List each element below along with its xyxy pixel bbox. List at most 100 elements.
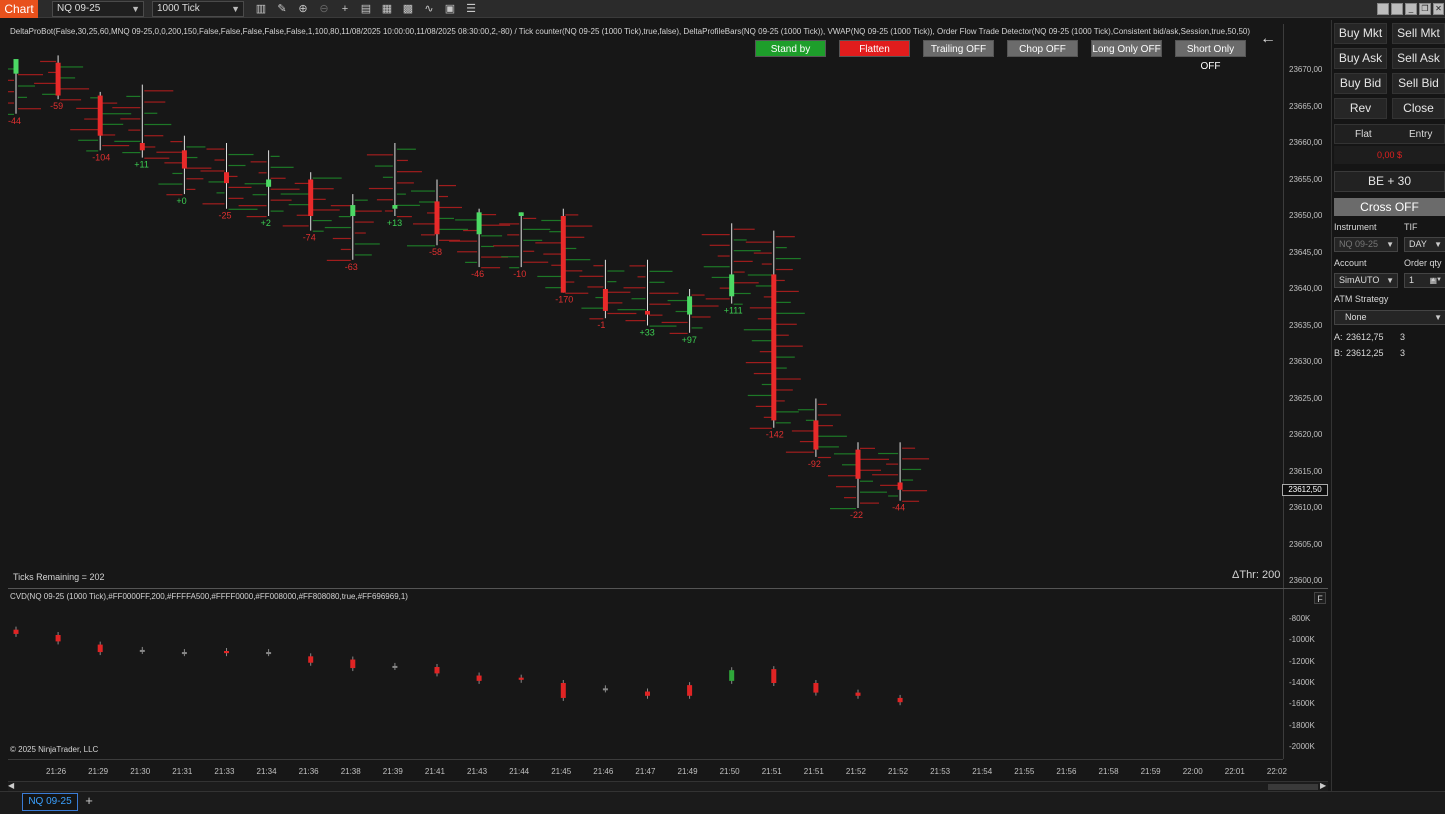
- be-button[interactable]: BE + 30: [1334, 171, 1445, 192]
- delta-label: -170: [555, 295, 573, 305]
- time-axis[interactable]: 21:26 21:29 21:30 21:31 21:33 21:34 21:36 21:38…: [8, 759, 1287, 781]
- profile-bar: [551, 264, 562, 266]
- profile-bar: [326, 259, 351, 261]
- cvd-panel[interactable]: CVD(NQ 09-25 (1000 Tick),#FF0000FF,200,#…: [8, 589, 1283, 759]
- profile-bar: [902, 468, 922, 471]
- cvd-bar: [771, 669, 777, 683]
- cvd-axis[interactable]: -800K -1000K -1200K -1400K -1600K -1800K -2000…: [1283, 589, 1328, 759]
- close-button[interactable]: Close: [1392, 98, 1445, 119]
- profile-bar: [120, 118, 141, 120]
- price-axis[interactable]: 23670,00 23665,00 23660,00 23655,00 23650,00…: [1282, 24, 1328, 588]
- data-box-icon[interactable]: ▦: [381, 3, 393, 15]
- scroll-thumb[interactable]: [1268, 784, 1318, 790]
- restore-icon[interactable]: ❐: [1419, 3, 1431, 15]
- profile-bar: [691, 327, 703, 329]
- strategy-button-1[interactable]: Flatten: [839, 40, 910, 57]
- account-select[interactable]: SimAUTO ▼: [1334, 273, 1398, 288]
- interval-select[interactable]: 1000 Tick ▼: [152, 1, 244, 17]
- minimize-icon[interactable]: _: [1405, 3, 1417, 15]
- price-panel[interactable]: DeltaProBot(False,30,25,60,MNQ 09-25,0,0…: [8, 24, 1283, 588]
- candle-body: [518, 212, 524, 216]
- profile-bar: [805, 419, 814, 421]
- atm-select[interactable]: None ▼: [1334, 310, 1445, 325]
- horizontal-scrollbar[interactable]: ◀ ▶: [8, 781, 1328, 791]
- profile-bar: [202, 203, 225, 205]
- delta-label: -104: [92, 152, 110, 162]
- profile-bar: [206, 148, 225, 150]
- cvd-collapse-button[interactable]: F: [1314, 592, 1326, 604]
- arrow-left-icon[interactable]: ←: [1260, 30, 1276, 47]
- time-tick-label: 21:30: [130, 767, 151, 776]
- tif-select[interactable]: DAY ▼: [1404, 237, 1445, 252]
- buy-bid-button[interactable]: Buy Bid: [1334, 73, 1387, 94]
- profile-bar: [565, 247, 577, 250]
- scroll-left-icon[interactable]: ◀: [8, 781, 15, 790]
- strategy-button-4[interactable]: Long Only OFF: [1091, 40, 1162, 57]
- zoom-in-icon[interactable]: ⊕: [298, 3, 308, 15]
- cvd-bar: [645, 691, 650, 696]
- crosshair-icon[interactable]: +: [341, 3, 349, 15]
- quantity-stepper[interactable]: 1 ▦ ▲▼: [1404, 273, 1445, 288]
- instrument-select[interactable]: NQ 09-25 ▼: [52, 1, 144, 17]
- candle-body: [855, 449, 861, 479]
- rev-button[interactable]: Rev: [1334, 98, 1387, 119]
- profile-bar: [439, 195, 448, 198]
- cross-button[interactable]: Cross OFF: [1334, 198, 1445, 216]
- delta-label: -63: [345, 262, 358, 272]
- flat-label: Flat: [1355, 129, 1372, 140]
- bars-type-icon[interactable]: ▥: [255, 3, 267, 15]
- buy-mkt-button[interactable]: Buy Mkt: [1334, 23, 1387, 44]
- profile-bar: [481, 256, 509, 258]
- tile-vertical-icon[interactable]: [1391, 3, 1403, 15]
- profile-bar: [565, 281, 575, 283]
- profile-bar: [775, 411, 799, 413]
- time-tick-label: 21:56: [1056, 767, 1077, 776]
- stepper-icon[interactable]: ▲▼: [1430, 277, 1442, 283]
- profile-bar: [775, 247, 787, 249]
- sell-mkt-button[interactable]: Sell Mkt: [1392, 23, 1445, 44]
- zoom-out-icon[interactable]: ⊖: [319, 3, 329, 15]
- calculator-icon[interactable]: ▦: [1429, 276, 1437, 285]
- profile-bar: [637, 276, 646, 278]
- chart-tab[interactable]: Chart: [0, 0, 38, 18]
- tab-nq-09-25[interactable]: NQ 09-25: [22, 793, 78, 811]
- profile-bar: [42, 93, 57, 95]
- profile-bar: [76, 107, 99, 110]
- trader-instrument-select[interactable]: NQ 09-25 ▼: [1334, 237, 1398, 252]
- indicators-icon[interactable]: ▩: [402, 3, 414, 15]
- strategy-button-2[interactable]: Trailing OFF: [923, 40, 994, 57]
- candle-body: [266, 179, 272, 187]
- add-tab-button[interactable]: +: [85, 793, 93, 808]
- properties-icon[interactable]: ▤: [360, 3, 372, 15]
- sell-bid-button[interactable]: Sell Bid: [1392, 73, 1445, 94]
- cvd-bar: [687, 685, 693, 696]
- profile-bar: [595, 296, 604, 299]
- candle-body: [139, 143, 145, 151]
- price-tick-label: 23620,00: [1289, 430, 1323, 439]
- strategies-icon[interactable]: ∿: [424, 3, 434, 15]
- cvd-tick-label: -1200K: [1289, 656, 1315, 666]
- profile-bar: [449, 240, 478, 242]
- pencil-icon[interactable]: ✎: [277, 3, 287, 15]
- profile-bar: [565, 292, 589, 294]
- profile-bar: [128, 129, 141, 131]
- close-icon[interactable]: ✕: [1433, 3, 1444, 15]
- price-tick-label: 23670,00: [1289, 65, 1323, 74]
- cvd-bar: [897, 697, 903, 703]
- strategy-button-0[interactable]: Stand by: [755, 40, 826, 57]
- strategy-button-3[interactable]: Chop OFF: [1007, 40, 1078, 57]
- candle-body: [55, 62, 61, 96]
- ticks-remaining: Ticks Remaining = 202: [13, 572, 105, 582]
- time-tick-label: 21:58: [1098, 767, 1119, 776]
- sell-ask-button[interactable]: Sell Ask: [1392, 48, 1445, 69]
- strategy-button-5[interactable]: Short Only OFF: [1175, 40, 1246, 72]
- scroll-right-icon[interactable]: ▶: [1320, 781, 1327, 790]
- list-icon[interactable]: ☰: [466, 3, 476, 15]
- calculator-icon[interactable]: ▣: [444, 3, 456, 15]
- profile-bar: [481, 245, 495, 248]
- profile-bar: [817, 425, 833, 427]
- panel-divider[interactable]: [8, 588, 1328, 589]
- chart-trader-panel: Buy Mkt Sell Mkt Buy Ask Sell Ask Buy Bi…: [1331, 20, 1445, 791]
- buy-ask-button[interactable]: Buy Ask: [1334, 48, 1387, 69]
- tile-icon[interactable]: [1377, 3, 1389, 15]
